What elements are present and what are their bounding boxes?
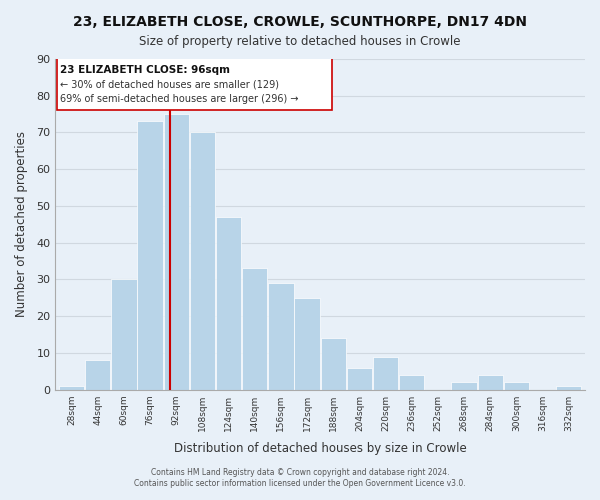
Bar bbox=[112, 280, 137, 390]
Bar bbox=[137, 122, 163, 390]
Bar bbox=[373, 356, 398, 390]
Bar bbox=[503, 382, 529, 390]
Text: ← 30% of detached houses are smaller (129): ← 30% of detached houses are smaller (12… bbox=[60, 79, 279, 89]
Bar bbox=[216, 217, 241, 390]
Bar bbox=[347, 368, 372, 390]
Bar bbox=[478, 375, 503, 390]
Bar bbox=[320, 338, 346, 390]
Y-axis label: Number of detached properties: Number of detached properties bbox=[15, 132, 28, 318]
Text: Contains HM Land Registry data © Crown copyright and database right 2024.
Contai: Contains HM Land Registry data © Crown c… bbox=[134, 468, 466, 487]
Text: 69% of semi-detached houses are larger (296) →: 69% of semi-detached houses are larger (… bbox=[60, 94, 299, 104]
FancyBboxPatch shape bbox=[57, 57, 332, 110]
Bar bbox=[556, 386, 581, 390]
Bar bbox=[295, 298, 320, 390]
Bar bbox=[451, 382, 476, 390]
Bar bbox=[268, 283, 293, 390]
Bar bbox=[164, 114, 189, 390]
X-axis label: Distribution of detached houses by size in Crowle: Distribution of detached houses by size … bbox=[174, 442, 467, 455]
Bar bbox=[85, 360, 110, 390]
Bar bbox=[59, 386, 85, 390]
Text: Size of property relative to detached houses in Crowle: Size of property relative to detached ho… bbox=[139, 35, 461, 48]
Bar bbox=[242, 268, 268, 390]
Bar bbox=[399, 375, 424, 390]
Bar bbox=[190, 132, 215, 390]
Text: 23, ELIZABETH CLOSE, CROWLE, SCUNTHORPE, DN17 4DN: 23, ELIZABETH CLOSE, CROWLE, SCUNTHORPE,… bbox=[73, 15, 527, 29]
Text: 23 ELIZABETH CLOSE: 96sqm: 23 ELIZABETH CLOSE: 96sqm bbox=[60, 64, 230, 74]
